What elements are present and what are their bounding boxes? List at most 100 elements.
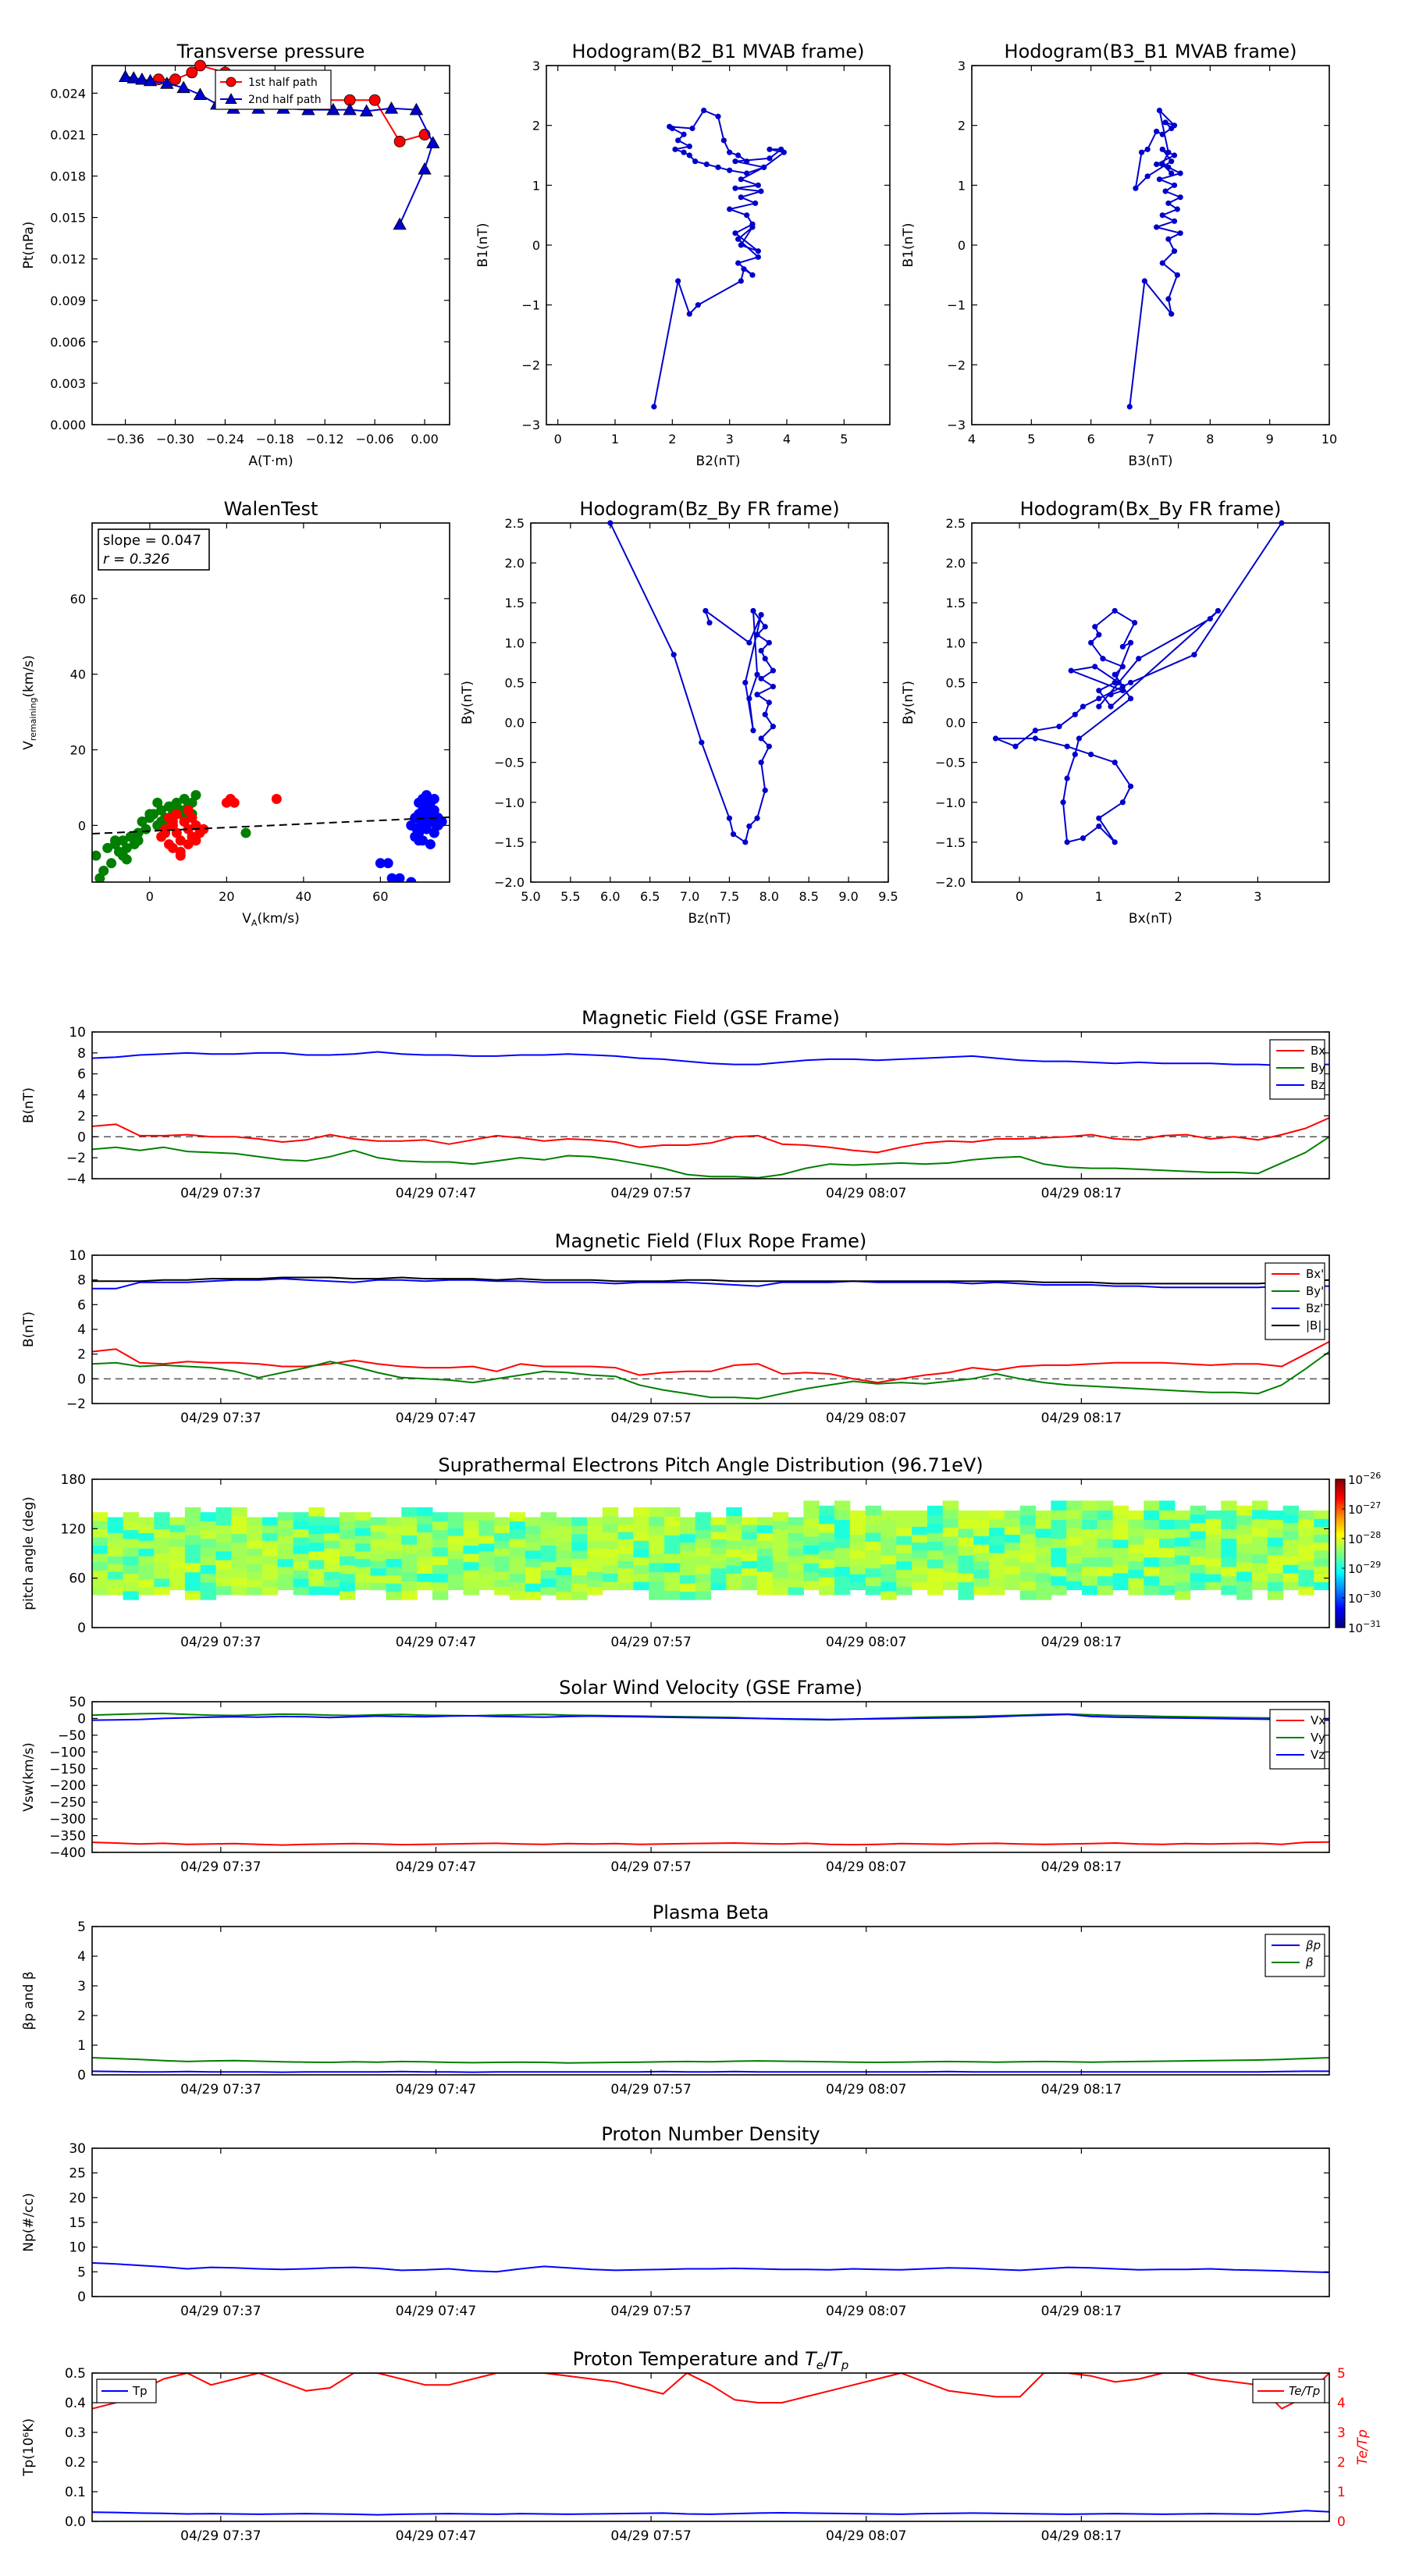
pad-cell <box>649 1525 665 1535</box>
pad-cell <box>1035 1537 1051 1547</box>
hodo_bxby-point <box>1127 696 1134 702</box>
pad-cell <box>231 1542 247 1552</box>
pad-cell <box>231 1560 247 1569</box>
pad-cell <box>1174 1564 1191 1574</box>
pad-cell <box>742 1582 758 1591</box>
hodo_b2b1-point <box>767 155 773 162</box>
pad-cell <box>154 1561 170 1571</box>
tp-point-triangle <box>193 87 208 100</box>
hodo_b3b1-point <box>1154 161 1160 168</box>
pad-cell <box>803 1581 820 1590</box>
hodo_b3b1-ytick-label: 1 <box>958 178 966 193</box>
pad-cell <box>679 1525 696 1535</box>
hodo_b2b1-point <box>741 266 747 272</box>
hodo_b2b1-ytick-label: −3 <box>521 418 540 432</box>
pad-cell <box>1236 1524 1253 1535</box>
pad-cell <box>695 1590 712 1600</box>
pad-cell <box>617 1574 634 1583</box>
hodo_b3b1-xlabel: B3(nT) <box>1129 454 1173 469</box>
hodo_b3b1-ytick-label: −3 <box>947 418 966 432</box>
pad-cell <box>710 1517 727 1525</box>
pad-cell <box>973 1527 990 1536</box>
pad-cell <box>679 1517 696 1526</box>
pad-cell <box>200 1573 217 1583</box>
hodo_bxby-point <box>1068 667 1074 674</box>
hodo_b3b1-point <box>1156 176 1163 183</box>
tp-point-circle <box>169 73 181 86</box>
pad-cell <box>695 1529 712 1539</box>
mag_gse-time-label: 04/29 08:07 <box>826 1186 906 1201</box>
beta-time-label: 04/29 07:37 <box>180 2082 261 2097</box>
pad-cell <box>138 1564 155 1572</box>
pad-cell <box>184 1544 201 1554</box>
pad-cell <box>772 1561 789 1571</box>
pad-cell <box>788 1571 804 1580</box>
pad-cell <box>494 1578 510 1588</box>
pad-cell <box>679 1583 696 1592</box>
pad-cell <box>370 1539 386 1547</box>
pad-cell <box>509 1556 526 1565</box>
pad-cell <box>92 1578 108 1587</box>
pad-cell <box>261 1586 279 1596</box>
hodo_b3b1-point <box>1159 260 1165 266</box>
pad-cell <box>1066 1527 1083 1537</box>
tp-title-var: T <box>805 2348 818 2370</box>
pad-cell <box>772 1528 789 1538</box>
pad-cell <box>123 1529 139 1539</box>
pad-cell <box>1112 1581 1129 1591</box>
pad-cell <box>184 1507 201 1517</box>
pad-cell <box>896 1535 912 1545</box>
pad-cell <box>184 1525 201 1535</box>
pad-cell <box>324 1564 340 1572</box>
pad-cell <box>509 1582 526 1592</box>
pad-cell <box>1314 1574 1330 1582</box>
hodo_b2b1-point <box>715 164 721 170</box>
pad-cell <box>1097 1575 1114 1586</box>
chart-hodo-bxby: Hodogram(Bx_By FR frame) −2.0 −1.5 −1.0 −0.5… <box>901 498 1330 927</box>
pad-cell <box>710 1582 727 1591</box>
hodo_b3b1-point <box>1168 158 1175 165</box>
tp-point-circle <box>393 135 406 148</box>
transverse_pressure-ytick-label: 0.003 <box>50 376 86 391</box>
beta-time-label: 04/29 08:17 <box>1041 2082 1122 2097</box>
walen-frame <box>91 522 450 883</box>
pad-cell <box>1251 1571 1268 1582</box>
pad-cell <box>1082 1538 1098 1549</box>
pad-cell <box>107 1525 124 1533</box>
mag_gse-ylabel: B(nT) <box>21 1087 37 1123</box>
hodo_b3b1-ytick-label: 3 <box>958 59 966 73</box>
pad-cell <box>200 1529 217 1539</box>
pad-cell <box>1174 1537 1191 1547</box>
pad-cell <box>293 1536 309 1546</box>
pad-cell <box>107 1517 124 1526</box>
hodo_b3b1-point <box>1165 149 1172 155</box>
pad-cell <box>973 1535 990 1545</box>
pad-cell <box>432 1512 449 1521</box>
pad-cell <box>169 1546 186 1554</box>
hodo_bxby-point <box>1060 799 1066 806</box>
tp-title: Proton Temperature and Te/Tp <box>573 2348 849 2372</box>
pad-cell <box>649 1553 665 1564</box>
pad-cell <box>742 1560 758 1569</box>
pad-cell <box>1174 1510 1191 1521</box>
pad-cell <box>1035 1510 1051 1521</box>
vsw-ytick-label: −350 <box>49 1829 86 1845</box>
pad-cell <box>324 1517 340 1526</box>
pad-cell <box>1082 1585 1098 1596</box>
tp-series-right <box>92 2373 1329 2410</box>
hodo_b3b1-title: Hodogram(B3_B1 MVAB frame) <box>1005 41 1297 62</box>
pad-cell <box>912 1526 928 1535</box>
hodo_b2b1-point <box>681 149 687 155</box>
transverse_pressure-xtick-label: 0.00 <box>411 432 439 447</box>
walen-point <box>160 827 171 838</box>
pad-cell <box>1051 1557 1067 1567</box>
mag_gse-time-label: 04/29 07:57 <box>610 1186 691 1201</box>
walen-point <box>198 824 209 834</box>
tp-legend-marker <box>226 76 237 87</box>
hodo_b2b1-point <box>675 137 681 144</box>
pad-cell <box>540 1561 557 1571</box>
pad-cell <box>710 1532 727 1539</box>
pad-cell <box>215 1507 232 1517</box>
pad-cell <box>742 1553 758 1561</box>
pad-cell <box>756 1571 774 1580</box>
